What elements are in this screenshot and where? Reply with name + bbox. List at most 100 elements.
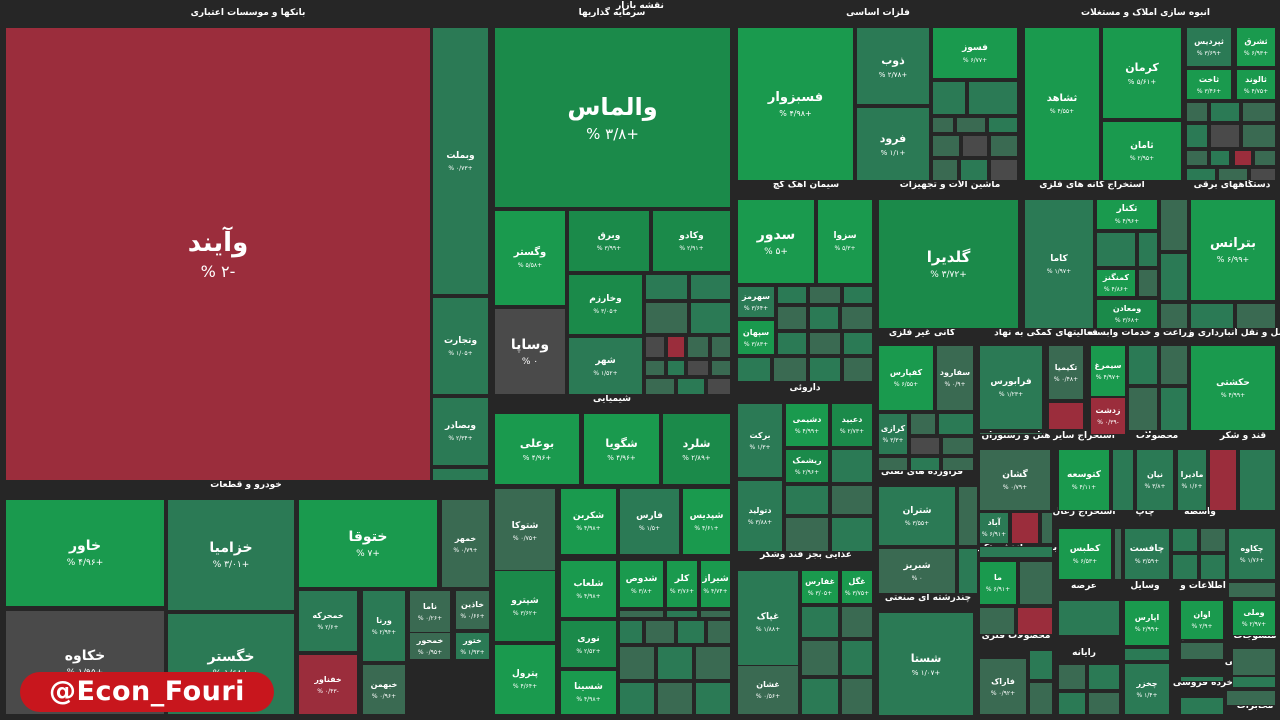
filler-tile[interactable] — [1058, 664, 1086, 690]
filler-tile[interactable] — [1048, 402, 1084, 430]
filler-tile[interactable] — [645, 378, 675, 395]
filler-tile[interactable] — [841, 678, 873, 715]
stock-tile[interactable]: کلر +۳/۷۶ % — [666, 560, 698, 608]
filler-tile[interactable] — [785, 517, 829, 552]
filler-tile[interactable] — [1218, 168, 1248, 181]
filler-tile[interactable] — [1210, 124, 1240, 148]
filler-tile[interactable] — [1128, 345, 1158, 385]
stock-tile[interactable]: غفارس +۳/۰۵ % — [801, 570, 839, 604]
filler-tile[interactable] — [777, 332, 807, 355]
stock-tile[interactable]: وبصادر +۲/۳۴ % — [432, 397, 489, 466]
stock-tile[interactable]: وبرق +۳/۹۹ % — [568, 210, 650, 272]
filler-tile[interactable] — [432, 468, 489, 481]
filler-tile[interactable] — [777, 306, 807, 330]
stock-tile[interactable]: خمهر +۰/۷۹ % — [441, 499, 490, 588]
filler-tile[interactable] — [831, 449, 873, 483]
stock-tile[interactable]: فارس +۱/۵ % — [619, 488, 680, 555]
stock-tile[interactable]: شسینا +۴/۹۸ % — [560, 670, 617, 715]
filler-tile[interactable] — [932, 159, 958, 181]
filler-tile[interactable] — [910, 437, 940, 455]
filler-tile[interactable] — [1180, 642, 1224, 660]
stock-tile[interactable]: شکربن +۴/۹۸ % — [560, 488, 617, 555]
filler-tile[interactable] — [1058, 582, 1112, 584]
filler-tile[interactable] — [1114, 528, 1122, 580]
stock-tile[interactable]: خمحور +۰/۹۵ % — [409, 632, 451, 660]
filler-tile[interactable] — [1228, 582, 1276, 598]
stock-tile[interactable]: ورنا +۲/۹۴ % — [362, 590, 406, 662]
stock-tile[interactable]: وملی +۲/۹۷ % — [1232, 600, 1276, 636]
filler-tile[interactable] — [1128, 387, 1158, 431]
filler-tile[interactable] — [619, 620, 643, 644]
filler-tile[interactable] — [942, 457, 974, 471]
filler-tile[interactable] — [942, 437, 974, 455]
filler-tile[interactable] — [990, 135, 1018, 157]
filler-tile[interactable] — [801, 678, 839, 715]
filler-tile[interactable] — [1029, 650, 1053, 680]
filler-tile[interactable] — [1160, 253, 1188, 301]
stock-tile[interactable]: ریشمک +۲/۹۶ % — [785, 449, 829, 483]
filler-tile[interactable] — [657, 646, 693, 680]
filler-tile[interactable] — [690, 274, 731, 300]
filler-tile[interactable] — [843, 332, 873, 355]
stock-tile[interactable]: ذوب +۲/۷۸ % — [856, 27, 930, 105]
stock-tile[interactable]: دتولید +۳/۸۸ % — [737, 480, 783, 552]
filler-tile[interactable] — [619, 610, 664, 618]
stock-tile[interactable]: خبهمن +۰/۹۶ % — [362, 664, 406, 715]
filler-tile[interactable] — [801, 640, 839, 676]
filler-tile[interactable] — [979, 607, 1015, 635]
stock-tile[interactable]: آباد +۶/۹۱ % — [979, 512, 1009, 544]
filler-tile[interactable] — [1096, 232, 1136, 267]
filler-tile[interactable] — [1232, 648, 1276, 676]
filler-tile[interactable] — [711, 336, 731, 358]
filler-tile[interactable] — [968, 81, 1018, 115]
stock-tile[interactable]: شگویا +۴/۹۶ % — [583, 413, 660, 485]
stock-tile[interactable]: کمنگنز +۴/۸۶ % — [1096, 269, 1136, 297]
filler-tile[interactable] — [1210, 102, 1240, 122]
stock-tile[interactable]: اپارس +۲/۹۹ % — [1124, 600, 1170, 646]
stock-tile[interactable]: ثشرق +۶/۹۳ % — [1236, 27, 1276, 67]
filler-tile[interactable] — [690, 302, 731, 334]
filler-tile[interactable] — [1200, 554, 1226, 580]
filler-tile[interactable] — [785, 485, 829, 515]
stock-tile[interactable]: نوری +۲/۵۲ % — [560, 620, 617, 668]
stock-tile[interactable]: ثشاهد +۴/۵۵ % — [1024, 27, 1100, 181]
filler-tile[interactable] — [1160, 199, 1188, 251]
filler-tile[interactable] — [1226, 690, 1276, 706]
stock-tile[interactable]: وساپا ۰ % — [494, 308, 566, 395]
filler-tile[interactable] — [1041, 512, 1053, 544]
stock-tile[interactable]: مادیرا +۱/۶ % — [1177, 449, 1207, 511]
filler-tile[interactable] — [666, 610, 698, 618]
filler-tile[interactable] — [1138, 269, 1158, 297]
stock-tile[interactable]: شپدیس +۴/۶۱ % — [682, 488, 731, 555]
stock-tile[interactable]: کفپارس +۶/۵۵ % — [878, 345, 934, 411]
filler-tile[interactable] — [695, 682, 731, 715]
filler-tile[interactable] — [910, 457, 940, 471]
stock-tile[interactable]: وتجارت +۱/۰۵ % — [432, 297, 489, 395]
filler-tile[interactable] — [960, 159, 988, 181]
stock-tile[interactable]: ثالوند +۴/۷۵ % — [1236, 69, 1276, 100]
filler-tile[interactable] — [843, 286, 873, 304]
stock-tile[interactable]: وخارزم +۳/۰۵ % — [568, 274, 643, 335]
stock-tile[interactable]: سفارود +۰/۹ % — [936, 345, 974, 411]
stock-tile[interactable]: چکاوه +۱/۷۶ % — [1228, 528, 1276, 580]
stock-tile[interactable]: شلعاب +۴/۹۸ % — [560, 560, 617, 618]
stock-tile[interactable]: شپترو +۳/۶۲ % — [494, 570, 556, 642]
stock-tile[interactable]: سدور +۵ % — [737, 199, 815, 284]
stock-tile[interactable]: وکادو +۲/۹۱ % — [652, 210, 731, 272]
filler-tile[interactable] — [809, 357, 841, 382]
filler-tile[interactable] — [910, 413, 936, 435]
filler-tile[interactable] — [841, 606, 873, 638]
stock-tile[interactable]: ثامان +۲/۹۵ % — [1102, 121, 1182, 181]
filler-tile[interactable] — [1011, 512, 1039, 544]
filler-tile[interactable] — [645, 360, 665, 376]
filler-tile[interactable] — [809, 332, 841, 355]
filler-tile[interactable] — [1160, 303, 1188, 329]
stock-tile[interactable]: فرود +۱/۱ % — [856, 107, 930, 181]
stock-tile[interactable]: شلرد +۲/۸۹ % — [662, 413, 731, 485]
stock-tile[interactable]: شیراز +۴/۷۴ % — [700, 560, 731, 608]
filler-tile[interactable] — [841, 640, 873, 676]
filler-tile[interactable] — [1186, 150, 1208, 166]
filler-tile[interactable] — [1180, 697, 1224, 715]
stock-tile[interactable]: شهر +۱/۵۲ % — [568, 337, 643, 395]
stock-tile[interactable]: ومعادن +۳/۶۸ % — [1096, 299, 1158, 329]
